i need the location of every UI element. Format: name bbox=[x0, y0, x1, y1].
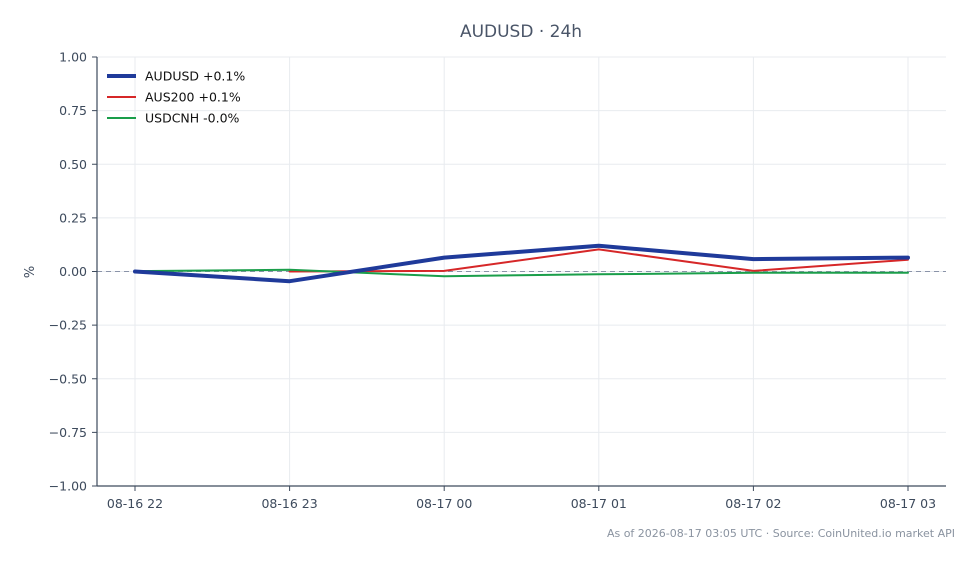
axes: 1.00 0.75 0.50 0.25 0.00 −0.25 −0.50 −0.75 −1.00… bbox=[49, 50, 946, 511]
legend-label: AUS200 +0.1% bbox=[145, 90, 241, 105]
series-line-aus200 bbox=[288, 248, 909, 273]
y-tick-label: −0.25 bbox=[49, 318, 87, 333]
series-line-audusd bbox=[133, 243, 910, 284]
y-axis-label: % bbox=[23, 266, 38, 278]
y-tick-label: 0.00 bbox=[59, 264, 87, 279]
legend: AUDUSD +0.1% AUS200 +0.1% USDCNH -0.0% bbox=[107, 69, 245, 126]
y-tick-label: 0.50 bbox=[59, 157, 87, 172]
legend-item: AUS200 +0.1% bbox=[107, 90, 241, 105]
source-footnote: As of 2026-08-17 03:05 UTC · Source: Coi… bbox=[607, 527, 955, 540]
series-line-usdcnh bbox=[134, 268, 909, 278]
x-tick-label: 08-17 02 bbox=[725, 496, 781, 511]
chart-title: AUDUSD · 24h bbox=[460, 22, 582, 42]
y-tick-label: 1.00 bbox=[59, 50, 87, 65]
legend-label: USDCNH -0.0% bbox=[145, 111, 240, 126]
legend-item: AUDUSD +0.1% bbox=[107, 69, 245, 84]
x-tick-label: 08-17 03 bbox=[880, 496, 936, 511]
x-tick-label: 08-16 22 bbox=[107, 496, 163, 511]
y-tick-label: −0.50 bbox=[49, 371, 87, 386]
y-tick-label: 0.25 bbox=[59, 210, 87, 225]
legend-label: AUDUSD +0.1% bbox=[145, 69, 245, 84]
x-tick-label: 08-17 01 bbox=[571, 496, 627, 511]
y-tick-label: 0.75 bbox=[59, 103, 87, 118]
series-lines bbox=[133, 243, 910, 284]
y-tick-label: −1.00 bbox=[49, 479, 87, 494]
x-tick-label: 08-17 00 bbox=[416, 496, 472, 511]
legend-item: USDCNH -0.0% bbox=[107, 111, 240, 126]
y-tick-label: −0.75 bbox=[49, 425, 87, 440]
x-tick-label: 08-16 23 bbox=[261, 496, 317, 511]
